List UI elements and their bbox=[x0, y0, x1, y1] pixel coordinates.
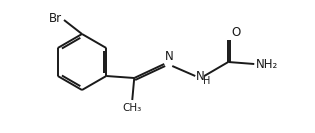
Text: O: O bbox=[231, 26, 240, 39]
Text: Br: Br bbox=[49, 13, 62, 26]
Text: H: H bbox=[203, 76, 211, 86]
Text: CH₃: CH₃ bbox=[123, 103, 142, 113]
Text: N: N bbox=[196, 70, 205, 82]
Text: N: N bbox=[165, 50, 174, 63]
Text: NH₂: NH₂ bbox=[256, 57, 278, 70]
